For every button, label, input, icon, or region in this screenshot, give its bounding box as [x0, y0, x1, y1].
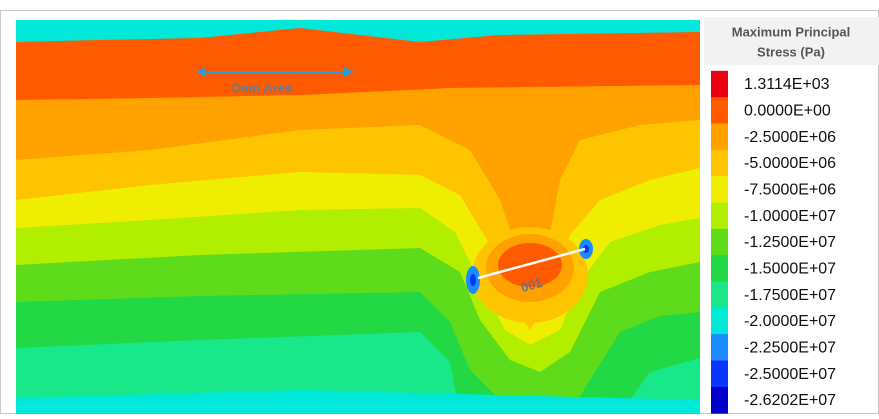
legend-label: -1.2500E+07: [744, 234, 836, 251]
crack: [477, 247, 586, 280]
contour-plot: 001 Dam Area: [16, 20, 700, 414]
legend-swatch: [711, 255, 728, 282]
band: [16, 390, 700, 414]
legend-label: -2.5000E+06: [744, 129, 836, 146]
legend-swatch: [711, 70, 728, 98]
legend-title: Maximum Principal: [732, 24, 850, 39]
legend-label: -1.0000E+07: [744, 208, 836, 225]
legend-label: 1.3114E+03: [744, 76, 830, 93]
legend-swatch: [711, 123, 728, 151]
legend-label: 0.0000E+00: [744, 103, 831, 120]
crack-label: 001: [519, 275, 544, 295]
legend-label: -5.0000E+06: [744, 155, 836, 172]
legend-label: -2.5000E+07: [744, 366, 836, 383]
legend-swatch: [711, 97, 728, 124]
legend-swatch: [711, 334, 728, 361]
legend-title: Stress (Pa): [757, 44, 825, 59]
legend-label: -1.5000E+07: [744, 261, 836, 278]
legend-label: -2.2500E+07: [744, 340, 836, 357]
stress-spot: [583, 245, 589, 253]
legend-label: -2.0000E+07: [744, 313, 836, 330]
legend-swatch: [711, 307, 728, 335]
legend: 1.3114E+03 0.0000E+00 -2.5000E+06 -5.0000E+…: [711, 70, 836, 414]
legend-swatch: [711, 281, 728, 309]
legend-label: -2.6202E+07: [744, 392, 836, 409]
legend-swatch: [711, 202, 728, 230]
dam-area-label: Dam Area: [232, 80, 293, 95]
legend-label: -7.5000E+06: [744, 182, 836, 199]
legend-swatch: [711, 360, 728, 388]
legend-swatch: [711, 386, 728, 414]
legend-label: -1.7500E+07: [744, 287, 836, 304]
legend-header: [704, 17, 879, 65]
legend-swatch: [711, 176, 728, 203]
stress-spot: [470, 274, 476, 286]
legend-swatch: [711, 228, 728, 256]
legend-swatch: [711, 149, 728, 177]
